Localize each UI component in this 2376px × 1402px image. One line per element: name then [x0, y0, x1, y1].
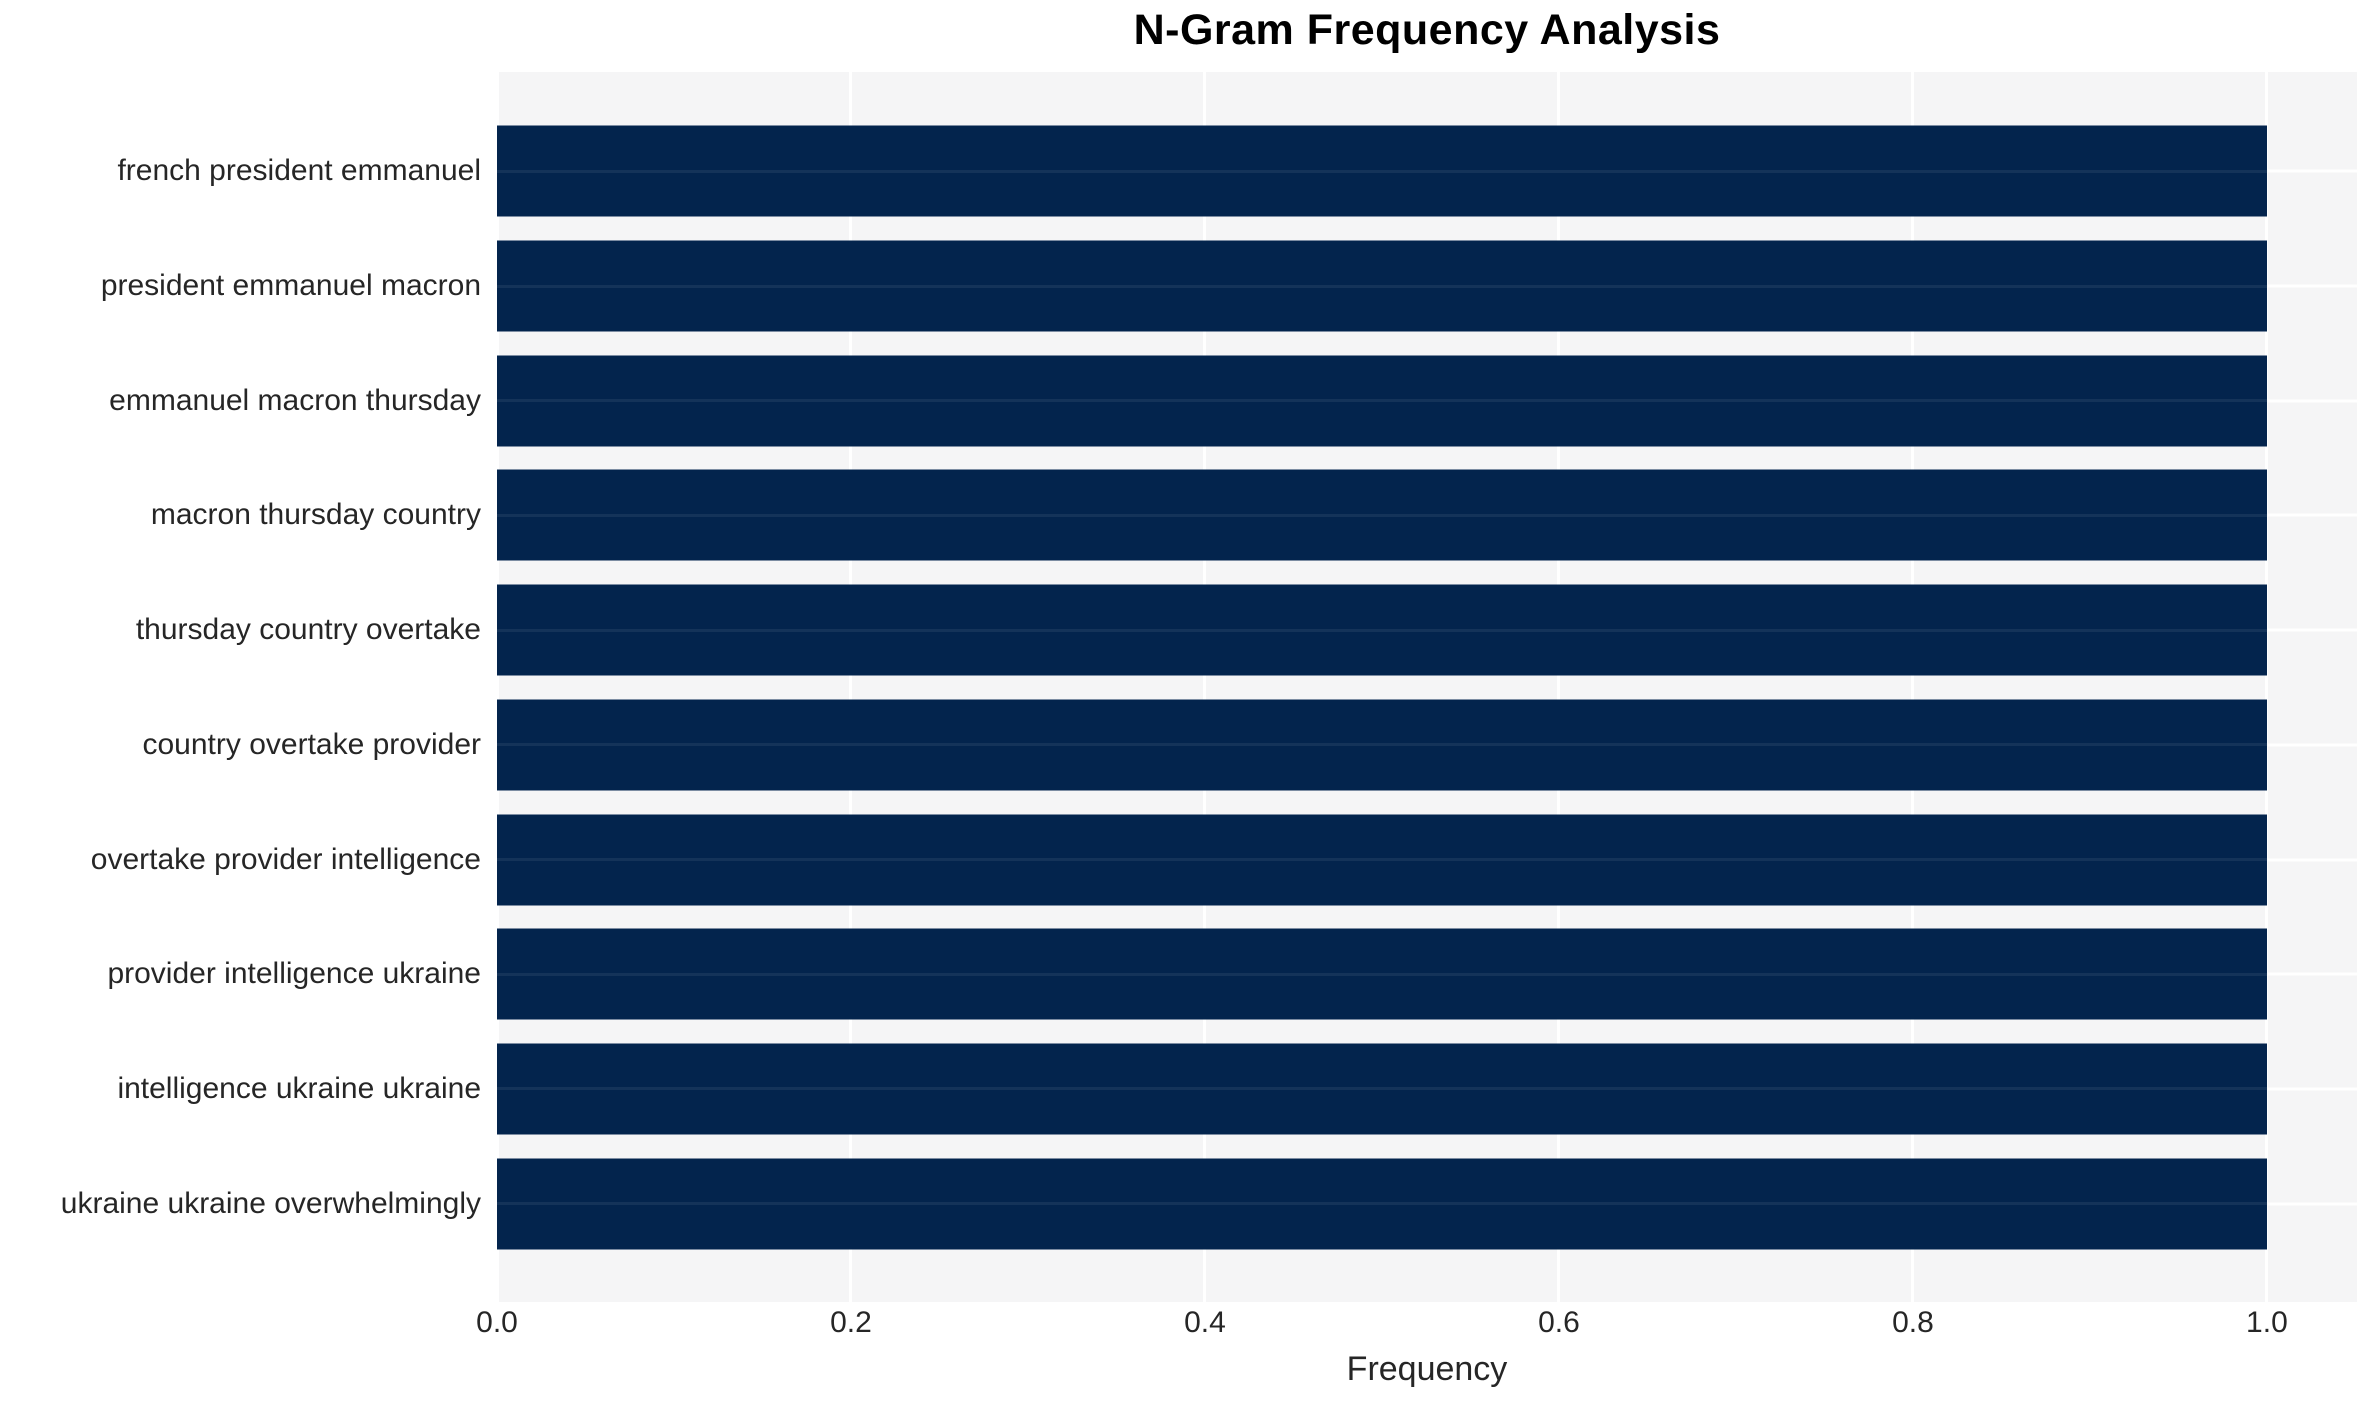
category-label: thursday country overtake: [135, 613, 481, 647]
x-tick-label: 0.2: [830, 1306, 872, 1339]
vertical-gridline: [2265, 72, 2269, 1302]
vertical-gridline: [849, 72, 853, 1302]
bar: [497, 814, 2267, 906]
bar-row: [497, 802, 2357, 917]
vertical-gridline: [1911, 72, 1915, 1302]
bar: [497, 1043, 2267, 1135]
category-label: emmanuel macron thursday: [109, 383, 481, 417]
category-label: ukraine ukraine overwhelmingly: [60, 1186, 481, 1220]
bar-row: [497, 573, 2357, 688]
bar-row: [497, 1032, 2357, 1147]
category-label: country overtake provider: [142, 727, 482, 761]
vertical-gridline: [1557, 72, 1561, 1302]
bar: [497, 928, 2267, 1020]
bar-rows: [497, 114, 2357, 1261]
bar: [497, 1158, 2267, 1250]
plot-area: [495, 72, 2357, 1302]
x-tick-label: 1.0: [2246, 1306, 2288, 1339]
chart-title: N-Gram Frequency Analysis: [1133, 6, 1721, 54]
category-label: macron thursday country: [150, 498, 481, 532]
bar: [497, 355, 2267, 447]
x-tick-label: 0.8: [1892, 1306, 1934, 1339]
bar: [497, 125, 2267, 217]
category-label: intelligence ukraine ukraine: [117, 1071, 481, 1105]
vertical-gridline: [495, 72, 499, 1302]
x-tick-label: 0.0: [476, 1306, 518, 1339]
bar-row: [497, 1146, 2357, 1261]
bar-row: [497, 688, 2357, 803]
vertical-gridline: [1203, 72, 1207, 1302]
category-labels: french president emmanuel president emman…: [0, 72, 489, 1302]
x-tick-label: 0.6: [1538, 1306, 1580, 1339]
x-tick-label: 0.4: [1184, 1306, 1226, 1339]
bar: [497, 584, 2267, 676]
vertical-gridlines: [495, 72, 2357, 1302]
bar-row: [497, 458, 2357, 573]
category-label: overtake provider intelligence: [90, 842, 481, 876]
bar-row: [497, 229, 2357, 344]
bar-row: [497, 917, 2357, 1032]
bar-row: [497, 343, 2357, 458]
category-label: french president emmanuel: [117, 154, 481, 188]
x-axis-label: Frequency: [1346, 1350, 1508, 1388]
bar: [497, 469, 2267, 561]
category-label: provider intelligence ukraine: [107, 957, 481, 991]
category-label: president emmanuel macron: [100, 269, 481, 303]
bar: [497, 240, 2267, 332]
bar-row: [497, 114, 2357, 229]
x-ticks: 0.0 0.2 0.4 0.6 0.8 1.0: [476, 1306, 2357, 1350]
bar: [497, 699, 2267, 791]
